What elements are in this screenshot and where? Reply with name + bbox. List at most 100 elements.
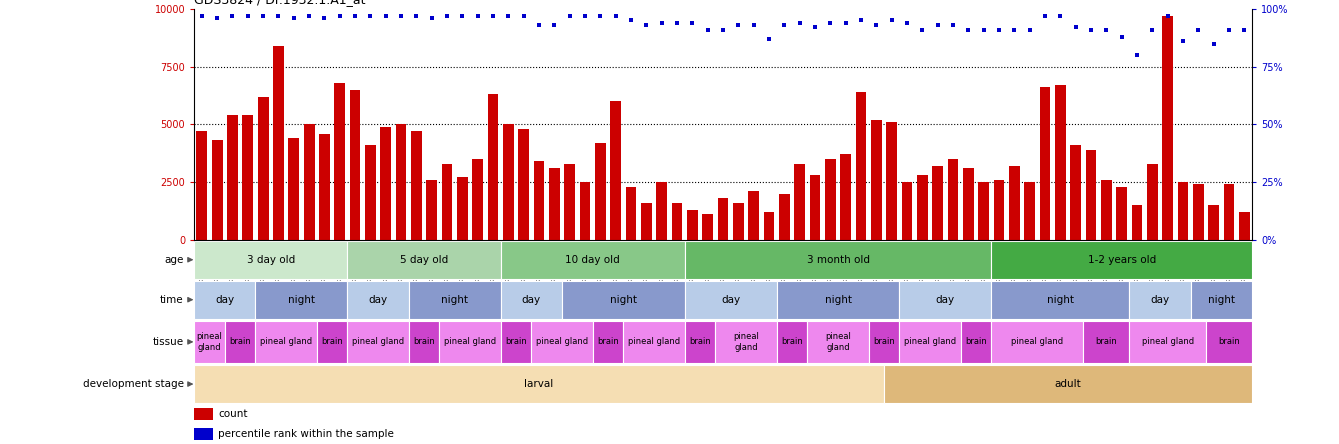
Point (957, 26, 979, 33)
Bar (319, 134, 329, 240)
Bar (1131, 205, 1142, 240)
Point (451, 12, 473, 20)
Bar (1129, 281, 1190, 319)
Point (406, 12, 427, 20)
Point (467, 12, 489, 20)
Bar (715, 321, 777, 363)
Text: night: night (825, 295, 852, 305)
Point (1095, 26, 1117, 33)
Bar (1162, 16, 1173, 240)
Bar (194, 428, 213, 440)
Point (529, 21, 550, 28)
Text: pineal
gland: pineal gland (197, 332, 222, 352)
Text: pineal gland: pineal gland (1142, 337, 1193, 346)
Point (1218, 26, 1240, 33)
Bar (501, 321, 532, 363)
Text: percentile rank within the sample: percentile rank within the sample (218, 429, 395, 439)
Bar (1177, 182, 1188, 240)
Bar (549, 168, 560, 240)
Text: brain: brain (414, 337, 435, 346)
Bar (426, 180, 437, 240)
Bar (442, 163, 453, 240)
Bar (641, 203, 652, 240)
Point (1004, 26, 1026, 33)
Bar (349, 90, 360, 240)
Bar (194, 365, 884, 403)
Bar (473, 159, 483, 240)
Point (498, 12, 520, 20)
Bar (684, 281, 777, 319)
Point (667, 19, 688, 26)
Point (437, 12, 458, 20)
Bar (1193, 184, 1204, 240)
Point (1081, 26, 1102, 33)
Point (620, 17, 641, 24)
Point (268, 12, 289, 20)
Bar (991, 321, 1083, 363)
Text: brain: brain (321, 337, 343, 346)
Point (1126, 52, 1148, 59)
Bar (242, 115, 253, 240)
Bar (194, 321, 225, 363)
Text: GDS3824 / Dr.1932.1.A1_at: GDS3824 / Dr.1932.1.A1_at (194, 0, 366, 6)
Bar (1055, 85, 1066, 240)
Point (391, 12, 412, 20)
Bar (687, 210, 698, 240)
Bar (749, 191, 759, 240)
Bar (807, 321, 869, 363)
Point (850, 17, 872, 24)
Point (1188, 26, 1209, 33)
Bar (534, 161, 545, 240)
Bar (994, 180, 1004, 240)
Bar (380, 127, 391, 240)
Point (1172, 38, 1193, 45)
Bar (194, 408, 213, 420)
Text: time: time (159, 295, 183, 305)
Point (943, 21, 964, 28)
Point (329, 12, 351, 20)
Point (682, 19, 703, 26)
Bar (1083, 321, 1129, 363)
Text: larval: larval (525, 379, 554, 389)
Point (988, 26, 1010, 33)
Point (758, 36, 779, 43)
Point (375, 12, 396, 20)
Text: pineal gland: pineal gland (445, 337, 497, 346)
Bar (258, 97, 269, 240)
Bar (501, 281, 562, 319)
Bar (1039, 87, 1050, 240)
Text: day: day (722, 295, 740, 305)
Point (636, 21, 657, 28)
Text: brain: brain (781, 337, 803, 346)
Bar (197, 131, 208, 240)
Bar (1024, 182, 1035, 240)
Bar (580, 182, 590, 240)
Point (896, 19, 917, 26)
Point (1065, 24, 1086, 31)
Point (589, 12, 611, 20)
Text: 10 day old: 10 day old (565, 255, 620, 265)
Point (313, 15, 335, 22)
Text: day: day (216, 295, 234, 305)
Text: night: night (1047, 295, 1074, 305)
Text: night: night (1208, 295, 1235, 305)
Text: night: night (442, 295, 469, 305)
Text: age: age (165, 255, 183, 265)
Bar (335, 83, 345, 240)
Bar (347, 321, 408, 363)
Bar (732, 203, 743, 240)
Text: brain: brain (505, 337, 528, 346)
Bar (777, 321, 807, 363)
Bar (347, 241, 501, 279)
Bar (501, 241, 684, 279)
Bar (917, 175, 928, 240)
Bar (1129, 321, 1206, 363)
Point (727, 21, 749, 28)
Text: count: count (218, 409, 248, 419)
Bar (593, 321, 624, 363)
Bar (411, 131, 422, 240)
Bar (1148, 163, 1158, 240)
Bar (273, 46, 284, 240)
Text: pineal gland: pineal gland (352, 337, 404, 346)
Bar (194, 281, 256, 319)
